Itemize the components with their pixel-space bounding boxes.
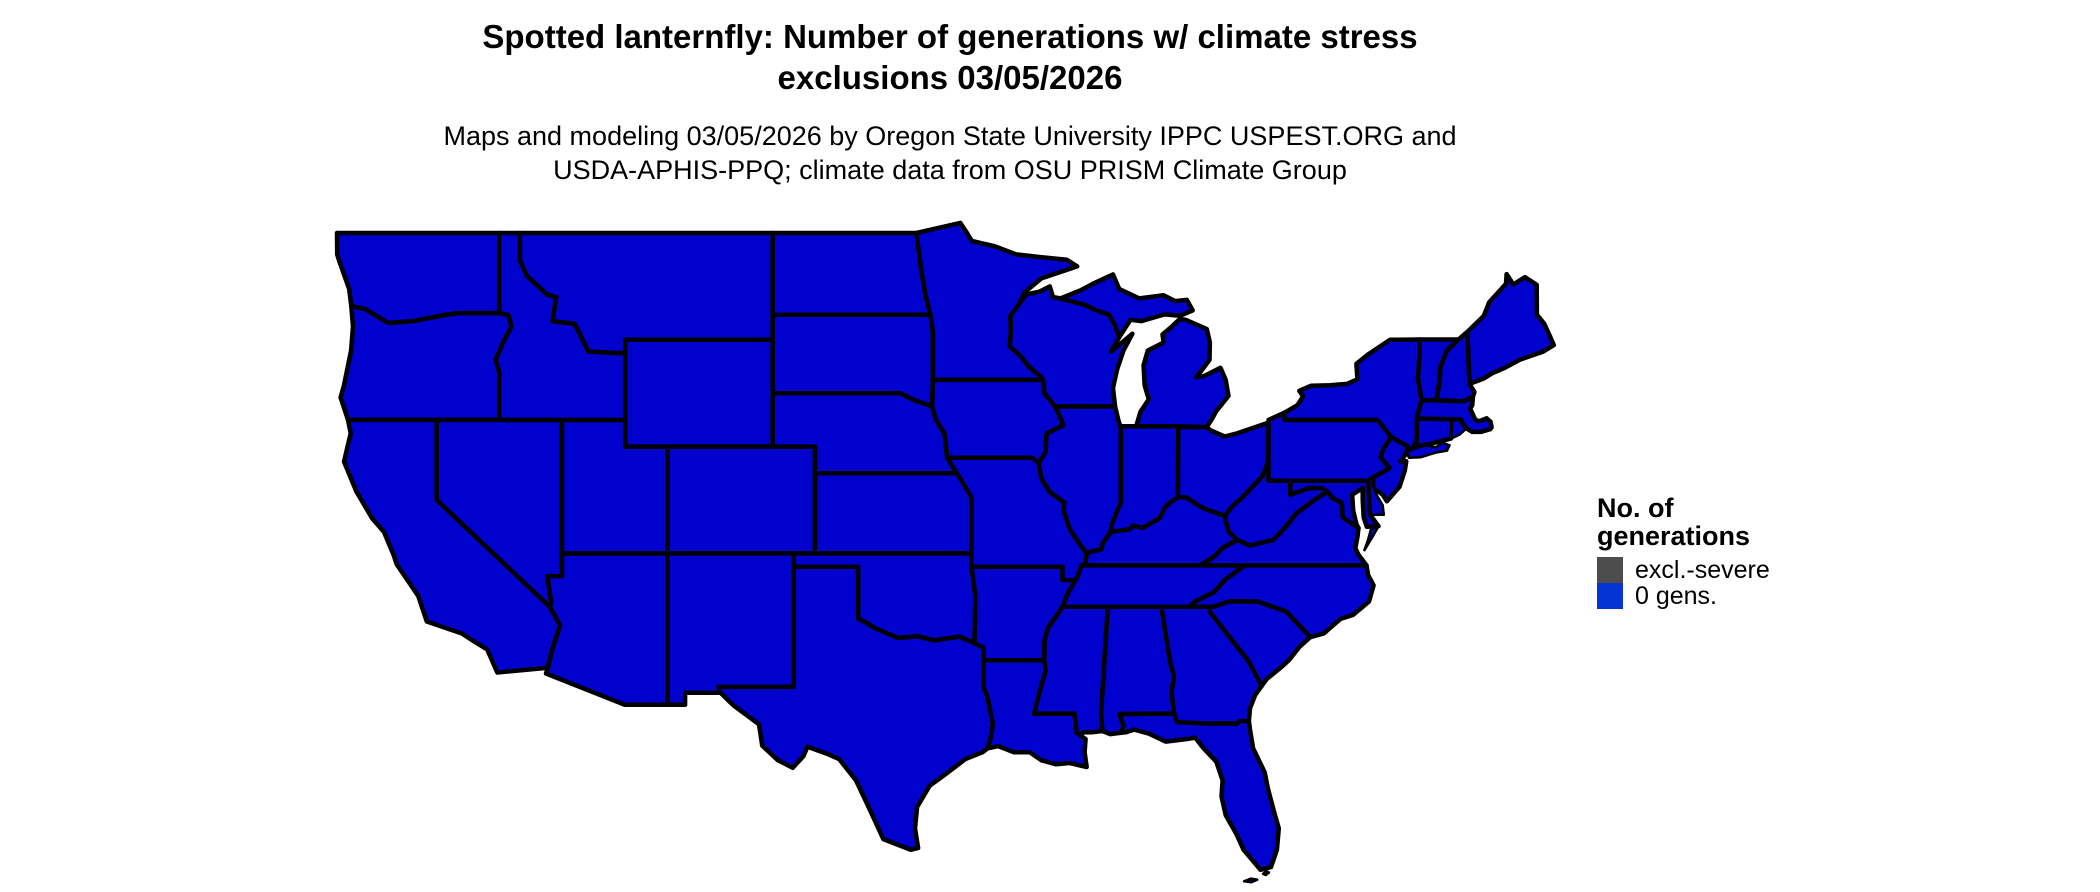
state-shape-wyoming: [622, 337, 775, 449]
legend-title: No. of generations: [1597, 494, 1827, 550]
state-shape-florida-keys-lower: [1242, 877, 1259, 884]
state-shape-michigan-upper: [1058, 272, 1195, 340]
state-shape-maine: [1465, 271, 1557, 387]
state-shape-arizona: [543, 551, 670, 708]
legend-label-0-gens: 0 gens.: [1635, 582, 1718, 610]
state-shape-colorado: [665, 444, 818, 556]
legend-title-line-2: generations: [1597, 521, 1751, 551]
state-shape-florida: [1117, 711, 1282, 873]
state-shape-wisconsin: [1007, 284, 1135, 409]
legend-swatch-0-gens: [1597, 583, 1623, 609]
page-title: Spotted lanternfly: Number of generation…: [0, 16, 1900, 98]
state-shape-connecticut: [1410, 416, 1455, 450]
state-shape-kansas: [812, 471, 974, 556]
state-shape-texas: [716, 564, 996, 853]
legend-item-excl-severe: excl.-severe: [1597, 557, 1827, 583]
state-shape-virginia-eastern-shore: [1363, 524, 1380, 552]
legend-item-0-gens: 0 gens.: [1597, 583, 1827, 609]
state-shape-north-dakota: [770, 230, 933, 317]
page-subtitle: Maps and modeling 03/05/2026 by Oregon S…: [0, 119, 1900, 187]
title-line-2: exclusions 03/05/2026: [777, 59, 1123, 96]
state-shape-oregon: [338, 303, 514, 423]
state-shape-pennsylvania: [1266, 410, 1394, 484]
state-shape-florida-keys-upper: [1261, 869, 1271, 877]
map-legend: No. of generations excl.-severe 0 gens.: [1597, 494, 1827, 609]
state-shape-new-mexico: [665, 551, 797, 708]
legend-title-line-1: No. of: [1597, 493, 1674, 523]
state-shape-maryland: [1288, 478, 1381, 531]
legend-label-excl-severe: excl.-severe: [1635, 556, 1770, 584]
state-shape-south-carolina: [1206, 599, 1313, 689]
legend-swatch-excl-severe: [1597, 557, 1623, 583]
state-shape-michigan-lower: [1133, 316, 1231, 430]
subtitle-line-2: USDA-APHIS-PPQ; climate data from OSU PR…: [553, 155, 1347, 185]
state-shape-new-jersey: [1370, 434, 1411, 504]
title-line-1: Spotted lanternfly: Number of generation…: [482, 18, 1418, 55]
subtitle-line-1: Maps and modeling 03/05/2026 by Oregon S…: [443, 121, 1457, 151]
state-shape-massachusetts: [1414, 394, 1494, 435]
